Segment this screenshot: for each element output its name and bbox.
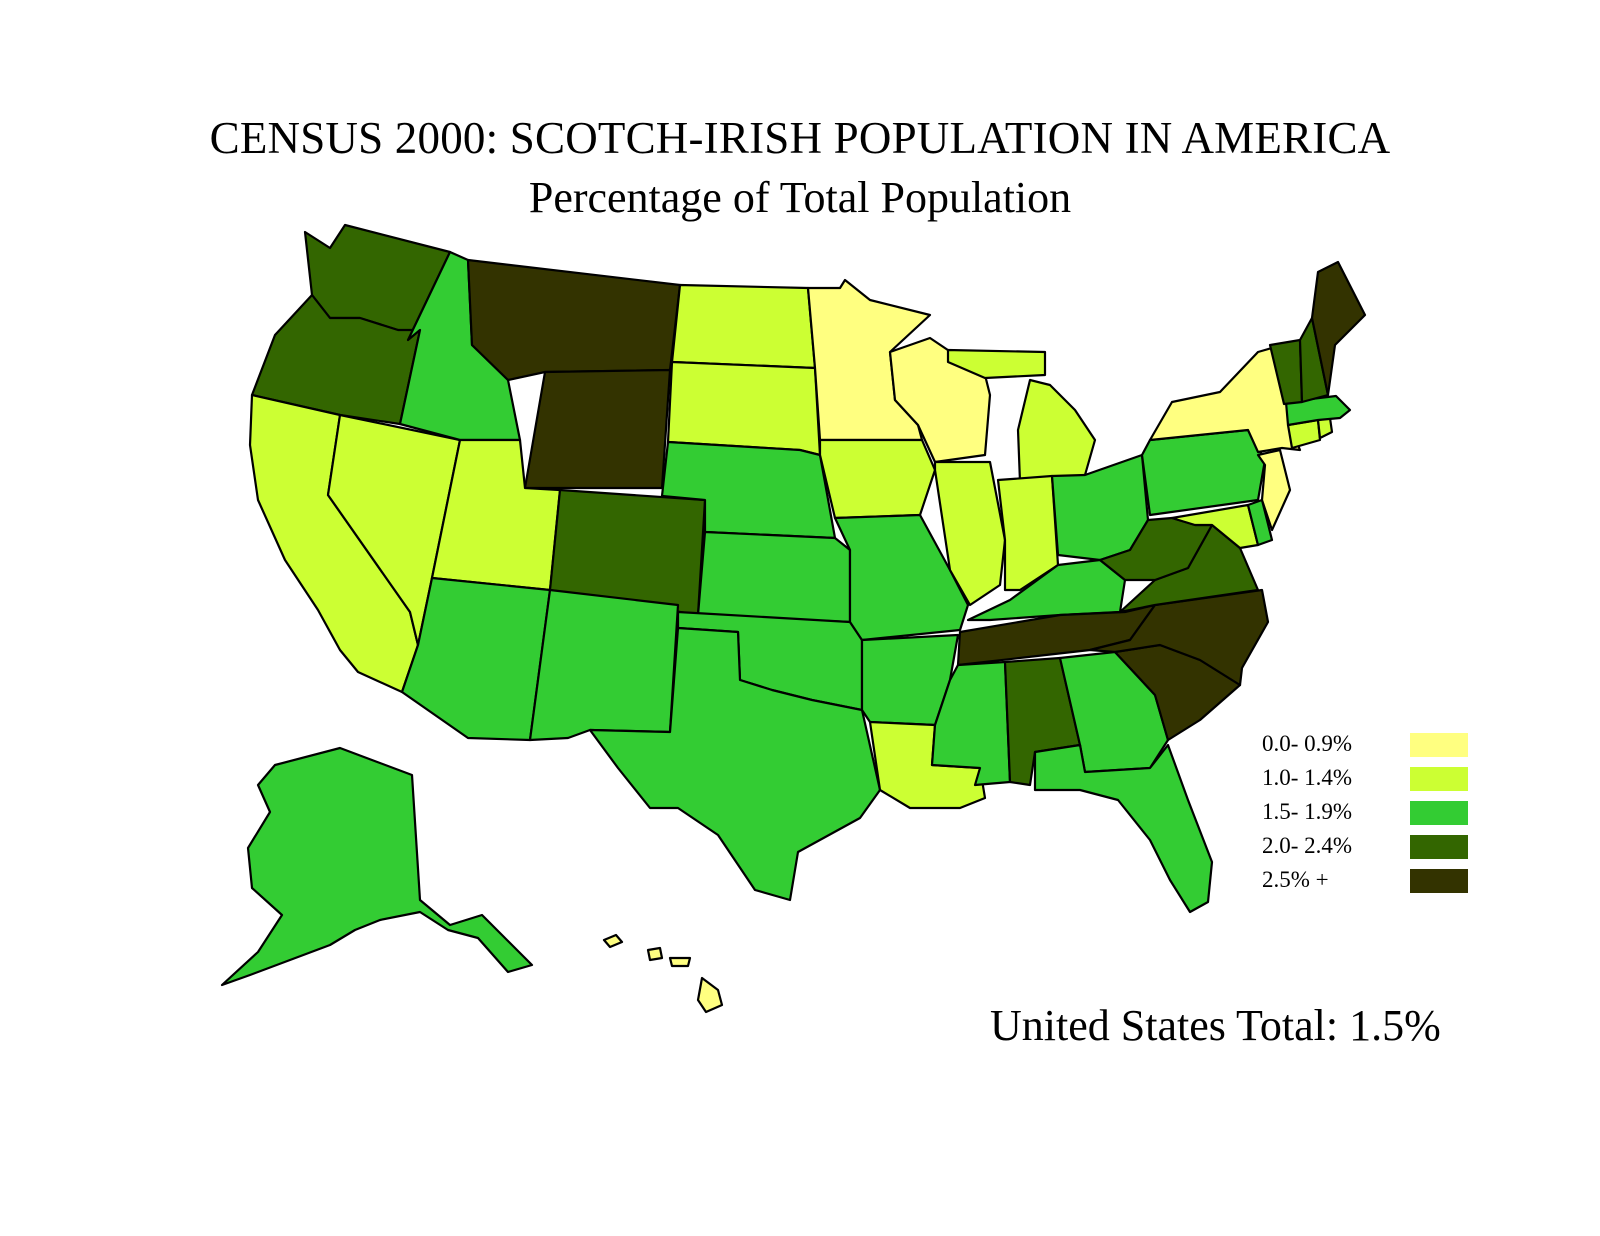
state-new-mexico[interactable] xyxy=(528,588,680,742)
legend-swatch xyxy=(1410,733,1468,757)
state-michigan[interactable] xyxy=(946,348,1097,484)
legend-item: 2.5% + xyxy=(1262,866,1482,900)
state-massachusetts[interactable] xyxy=(1284,394,1352,427)
state-montana[interactable] xyxy=(466,258,682,382)
legend-label: 1.5- 1.9% xyxy=(1262,799,1353,824)
map-subtitle: Percentage of Total Population xyxy=(528,173,1072,222)
legend-item: 0.0- 0.9% xyxy=(1262,730,1482,764)
legend: 0.0- 0.9% 1.0- 1.4% 1.5- 1.9% 2.0- 2.4% … xyxy=(1262,730,1482,900)
state-wyoming[interactable] xyxy=(523,368,672,490)
legend-item: 1.0- 1.4% xyxy=(1262,764,1482,798)
state-south-dakota[interactable] xyxy=(666,360,822,457)
state-iowa[interactable] xyxy=(818,438,937,520)
legend-item: 2.0- 2.4% xyxy=(1262,832,1482,866)
state-illinois[interactable] xyxy=(933,460,1007,607)
map-title: CENSUS 2000: SCOTCH-IRISH POPULATION IN … xyxy=(209,113,1391,163)
legend-swatch xyxy=(1410,835,1468,859)
state-maine[interactable] xyxy=(1310,260,1367,397)
state-north-dakota[interactable] xyxy=(670,283,817,370)
state-alaska[interactable] xyxy=(220,746,534,987)
state-rhode-island[interactable] xyxy=(1316,416,1334,440)
state-new-jersey[interactable] xyxy=(1256,448,1292,532)
legend-swatch xyxy=(1410,801,1468,825)
us-total-label: United States Total: 1.5% xyxy=(990,1001,1441,1050)
legend-label: 2.0- 2.4% xyxy=(1262,833,1353,858)
state-delaware[interactable] xyxy=(1246,498,1274,547)
legend-label: 0.0- 0.9% xyxy=(1262,731,1353,756)
state-texas[interactable] xyxy=(588,626,882,902)
legend-swatch xyxy=(1410,869,1468,893)
legend-label: 1.0- 1.4% xyxy=(1262,765,1353,790)
legend-swatch xyxy=(1410,767,1468,791)
legend-item: 1.5- 1.9% xyxy=(1262,798,1482,832)
legend-label: 2.5% + xyxy=(1262,867,1329,892)
state-hawaii[interactable] xyxy=(602,933,724,1014)
state-florida[interactable] xyxy=(1033,743,1214,914)
state-north-carolina[interactable] xyxy=(1088,588,1270,687)
state-kansas[interactable] xyxy=(696,530,852,624)
state-pennsylvania[interactable] xyxy=(1140,428,1267,517)
state-missouri[interactable] xyxy=(833,513,970,642)
